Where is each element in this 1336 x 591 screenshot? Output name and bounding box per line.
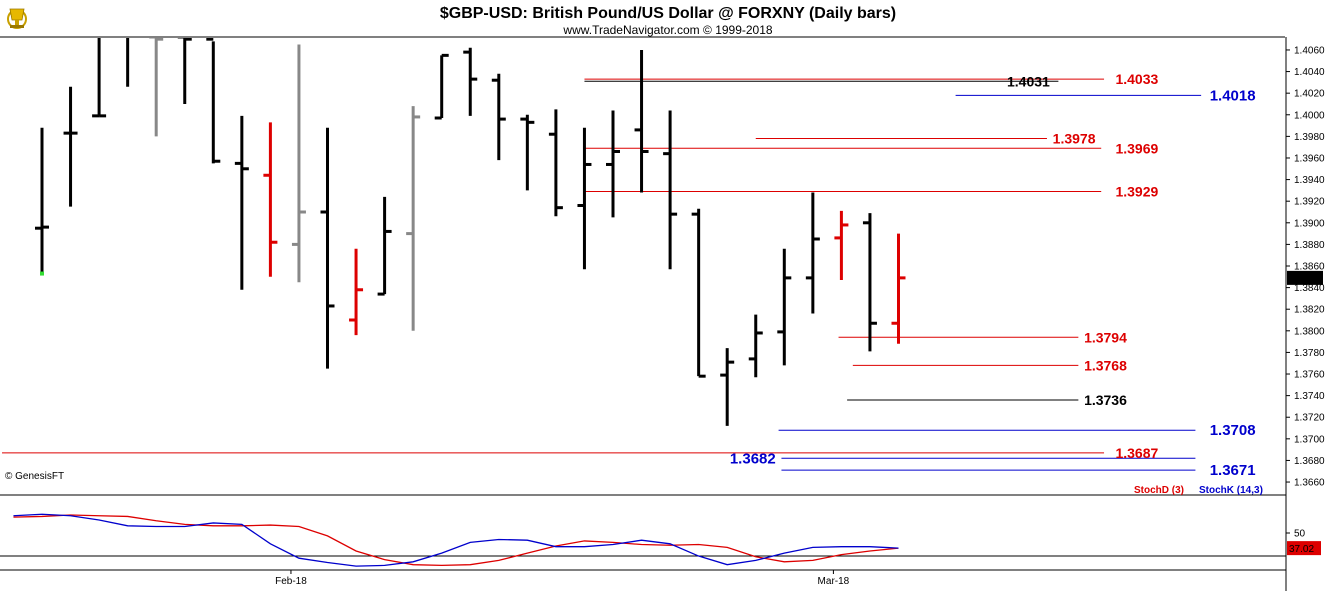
ohlc-bar	[92, 38, 107, 118]
y-tick-label: 1.3860	[1294, 262, 1325, 273]
level-label: 1.3708	[1210, 422, 1256, 439]
last-price-box	[1287, 270, 1323, 285]
level-label: 1.3687	[1115, 445, 1158, 461]
y-tick-label: 1.4060	[1294, 45, 1325, 56]
ohlc-bar	[126, 38, 130, 87]
low-marker	[40, 271, 44, 276]
ohlc-bar	[206, 38, 221, 164]
ohlc-bar	[520, 114, 535, 191]
level-label: 1.3978	[1053, 131, 1096, 147]
level-label: 1.3969	[1115, 140, 1158, 156]
level-label: 1.4033	[1115, 71, 1158, 87]
ohlc-bar	[805, 192, 820, 314]
ohlc-bar	[434, 53, 449, 120]
y-tick-label: 1.3980	[1294, 132, 1325, 143]
y-tick-label: 1.3760	[1294, 370, 1325, 381]
ohlc-bar	[35, 127, 49, 274]
y-tick-label: 1.3800	[1294, 326, 1325, 337]
legend-stoch-k: StochK (14,3)	[1199, 485, 1263, 496]
y-tick-label: 1.3840	[1294, 283, 1325, 294]
y-tick-label: 1.3940	[1294, 175, 1325, 186]
y-tick-label: 1.3700	[1294, 434, 1325, 445]
y-tick-label: 1.4040	[1294, 67, 1325, 78]
chart-subtitle: www.TradeNavigator.com © 1999-2018	[562, 23, 772, 37]
y-tick-label: 1.3660	[1294, 478, 1325, 489]
y-tick-label: 1.3680	[1294, 456, 1325, 467]
level-label: 1.3671	[1210, 462, 1256, 479]
ohlc-bar	[577, 127, 592, 270]
ohlc-bar	[63, 86, 78, 207]
ohlc-bar	[491, 73, 506, 161]
ohlc-bar	[234, 115, 249, 290]
y-tick-label: 1.3780	[1294, 348, 1325, 359]
stoch-tick-label: 50	[1294, 529, 1306, 540]
level-label: 1.3682	[730, 450, 776, 467]
x-tick-label: Mar-18	[818, 576, 850, 587]
level-label: 1.4031	[1007, 73, 1050, 89]
ohlc-bar	[406, 106, 421, 331]
ohlc-bar	[891, 233, 906, 344]
last-price-marker: 1.3849	[1287, 270, 1323, 285]
y-tick-label: 1.3960	[1294, 153, 1325, 164]
ohlc-bar	[748, 314, 763, 378]
y-tick-label: 1.3880	[1294, 240, 1325, 251]
ohlc-bar	[634, 49, 649, 193]
stochastic-panel: 50 37.02	[13, 513, 1321, 567]
ohlc-bar	[862, 213, 877, 352]
ohlc-bar	[834, 210, 849, 281]
ohlc-bar	[720, 348, 735, 426]
ohlc-bar	[263, 122, 278, 277]
y-tick-label: 1.4000	[1294, 110, 1325, 121]
level-label: 1.4018	[1210, 87, 1256, 104]
ohlc-bar	[777, 248, 792, 366]
last-price-label: 1.3849	[1289, 274, 1320, 285]
level-label: 1.3768	[1084, 357, 1127, 373]
ohlc-bar	[548, 109, 563, 217]
trophy-icon	[7, 8, 27, 29]
x-tick-label: Feb-18	[275, 576, 307, 587]
stoch-lines	[13, 513, 899, 567]
stoch-last-box	[1287, 541, 1321, 556]
ohlc-bar	[606, 110, 620, 218]
stoch-last-label: 37.02	[1289, 544, 1314, 555]
watermark: © GenesisFT	[5, 471, 64, 482]
ohlc-bar	[463, 47, 478, 116]
price-axis: 1.3660 1.3680 1.3700 1.3720 1.3740 1.3760 1.37…	[1286, 45, 1325, 489]
y-tick-label: 1.3820	[1294, 305, 1325, 316]
ohlc-bar	[177, 38, 192, 104]
x-axis: Feb-18 Mar-18	[275, 570, 850, 587]
y-tick-label: 1.4020	[1294, 89, 1325, 100]
y-tick-label: 1.3740	[1294, 391, 1325, 402]
support-resistance-levels	[2, 78, 1202, 471]
ohlc-bar	[349, 248, 364, 336]
stoch-d-line	[13, 514, 899, 567]
legend-stoch-d: StochD (3)	[1134, 485, 1184, 496]
y-tick-label: 1.3720	[1294, 413, 1325, 424]
level-label: 1.3736	[1084, 392, 1127, 408]
level-label: 1.3929	[1115, 183, 1158, 199]
price-bars	[35, 38, 906, 426]
chart-title: $GBP-USD: British Pound/US Dollar @ FORX…	[440, 5, 896, 22]
ohlc-bar	[377, 196, 392, 296]
y-tick-label: 1.3900	[1294, 218, 1325, 229]
stoch-k-line	[13, 513, 899, 567]
ohlc-bar	[663, 110, 678, 270]
ohlc-bar	[320, 127, 335, 369]
ohlc-bar	[691, 208, 706, 378]
ohlc-bar	[149, 38, 164, 137]
y-tick-label: 1.3920	[1294, 197, 1325, 208]
ohlc-bar	[291, 44, 306, 283]
level-label: 1.3794	[1084, 329, 1127, 345]
